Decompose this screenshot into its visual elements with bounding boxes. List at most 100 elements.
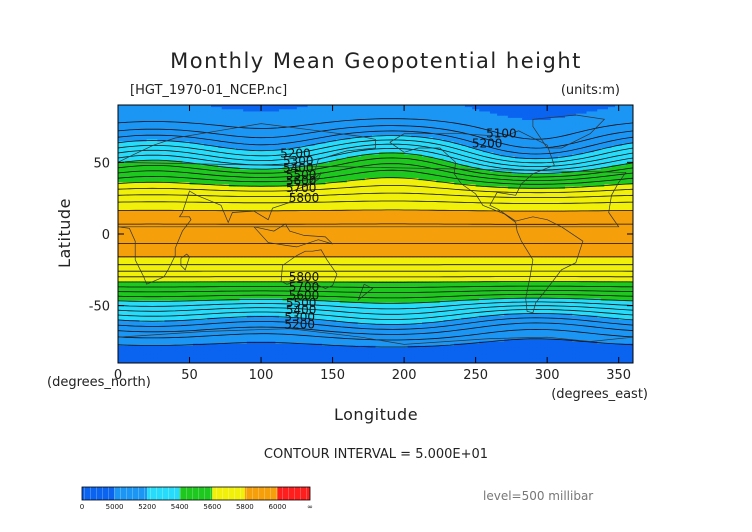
field-cell [236,122,241,125]
field-cell [529,128,534,132]
field-cell [160,122,166,125]
field-cell [143,109,148,113]
field-cell [221,130,226,134]
field-cell [450,120,455,123]
field-cell [178,120,183,123]
field-cell [286,126,291,130]
field-cell [439,128,445,132]
field-cell [371,111,377,115]
field-cell [150,135,155,138]
field-cell [253,130,259,134]
field-cell [386,120,391,123]
field-cell [346,115,352,119]
field-cell [572,120,577,123]
field-cell [143,130,148,134]
field-cell [418,124,423,128]
field-cell [171,115,176,119]
field-cell [404,126,409,130]
field-cell [185,117,191,121]
field-cell [497,130,502,134]
field-cell [250,128,255,132]
field-cell [246,130,251,134]
field-cell [200,135,205,138]
field-cell [246,117,251,121]
field-cell [604,111,609,115]
field-cell [393,105,398,108]
field-cell [436,111,441,115]
field-cell [264,111,269,115]
field-cell [540,109,545,113]
field-cell [307,130,312,134]
field-cell [346,128,352,132]
field-cell [414,113,420,117]
field-cell [536,132,541,136]
field-cell [336,111,341,115]
field-cell [368,124,373,128]
field-cell [232,122,237,125]
field-cell [257,132,262,136]
field-cell [493,105,498,108]
field-cell [278,115,284,119]
field-cell [221,120,226,123]
field-cell [529,132,534,136]
field-cell [196,117,201,121]
field-cell [561,105,566,108]
field-cell [196,124,201,128]
field-cell [582,128,588,132]
field-cell [400,111,405,115]
field-cell [557,105,563,108]
field-cell [271,113,276,117]
field-cell [404,113,409,117]
field-cell [146,124,151,128]
field-cell [307,124,312,128]
field-cell [286,128,291,132]
field-cell [210,122,216,125]
field-cell [447,109,452,113]
field-cell [275,120,280,123]
field-cell [386,130,391,134]
field-cell [175,113,180,117]
field-cell [507,122,513,125]
field-cell [425,113,430,117]
field-cell [572,132,577,136]
field-cell [278,122,284,125]
field-cell [139,113,144,117]
field-cell [232,115,237,119]
field-cell [540,107,545,110]
field-cell [268,126,273,130]
field-cell [572,105,577,108]
field-cell [329,105,334,108]
field-cell [597,113,602,117]
field-cell [579,109,584,113]
field-cell [414,109,420,113]
field-cell [146,105,151,108]
field-cell [221,111,226,115]
field-cell [565,120,570,123]
field-cell [264,115,269,119]
field-cell [185,105,191,108]
field-cell [210,126,216,130]
field-cell [289,113,294,117]
field-cell [500,117,505,121]
field-cell [464,128,470,132]
field-cell [336,105,341,108]
field-cell [565,130,570,134]
field-cell [454,130,459,134]
field-cell [511,132,516,136]
field-cell [160,111,166,115]
field-cell [232,130,237,134]
field-cell [407,130,412,134]
field-cell [307,107,312,110]
field-cell [482,111,487,115]
field-cell [582,120,588,123]
field-cell [271,130,276,134]
field-cell [121,122,126,125]
field-cell [454,105,459,108]
field-cell [543,117,548,121]
field-cell [121,130,126,134]
field-cell [246,105,251,108]
field-cell [168,105,173,108]
field-cell [457,109,462,113]
field-cell [253,126,259,130]
field-cell [118,126,123,130]
